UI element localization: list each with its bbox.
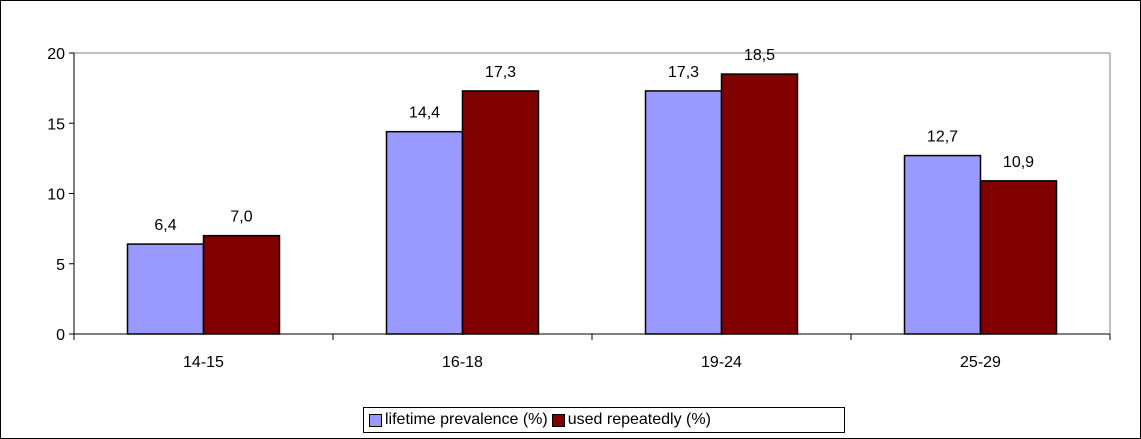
data-label-series-1: 6,4 bbox=[154, 217, 176, 234]
data-label-series-1: 14,4 bbox=[409, 105, 440, 122]
x-tick-label: 16-18 bbox=[442, 354, 483, 371]
data-label-series-1: 17,3 bbox=[668, 64, 699, 81]
legend-item-series-1: lifetime prevalence (%) bbox=[369, 411, 548, 429]
bars bbox=[126, 73, 1058, 335]
y-tick-label: 5 bbox=[56, 257, 65, 274]
legend-item-series-2: used repeatedly (%) bbox=[551, 411, 711, 429]
x-tick-label: 19-24 bbox=[701, 354, 742, 371]
legend: lifetime prevalence (%) used repeatedly … bbox=[363, 407, 845, 433]
bar-series-1 bbox=[385, 130, 464, 335]
x-tick-label: 14-15 bbox=[183, 354, 224, 371]
data-labels: 6,4 14,4 17,3 12,7 7,0 17,3 18,5 10,9 bbox=[154, 47, 1034, 234]
data-label-series-1: 12,7 bbox=[927, 129, 958, 146]
data-label-series-2: 7,0 bbox=[230, 209, 252, 226]
bar-series-1 bbox=[644, 90, 723, 335]
data-label-series-2: 17,3 bbox=[485, 64, 516, 81]
y-tick-label: 0 bbox=[56, 327, 65, 344]
bar-series-2 bbox=[720, 73, 799, 335]
bar-series-2 bbox=[979, 180, 1058, 335]
y-tick-label: 10 bbox=[47, 187, 65, 204]
legend-label-series-1: lifetime prevalence (%) bbox=[385, 411, 548, 428]
y-tick-label: 15 bbox=[47, 116, 65, 133]
x-tick-label: 25-29 bbox=[960, 354, 1001, 371]
bar-series-2 bbox=[461, 90, 540, 335]
bar-series-2 bbox=[202, 234, 281, 335]
legend-swatch-series-1 bbox=[369, 413, 382, 427]
data-label-series-2: 10,9 bbox=[1003, 154, 1034, 171]
bar-series-1 bbox=[126, 243, 205, 335]
legend-swatch-series-2 bbox=[551, 413, 565, 427]
bar-series-1 bbox=[903, 154, 982, 335]
y-tick-label: 20 bbox=[47, 46, 65, 63]
legend-label-series-2: used repeatedly (%) bbox=[567, 411, 711, 428]
data-label-series-2: 18,5 bbox=[744, 47, 775, 64]
